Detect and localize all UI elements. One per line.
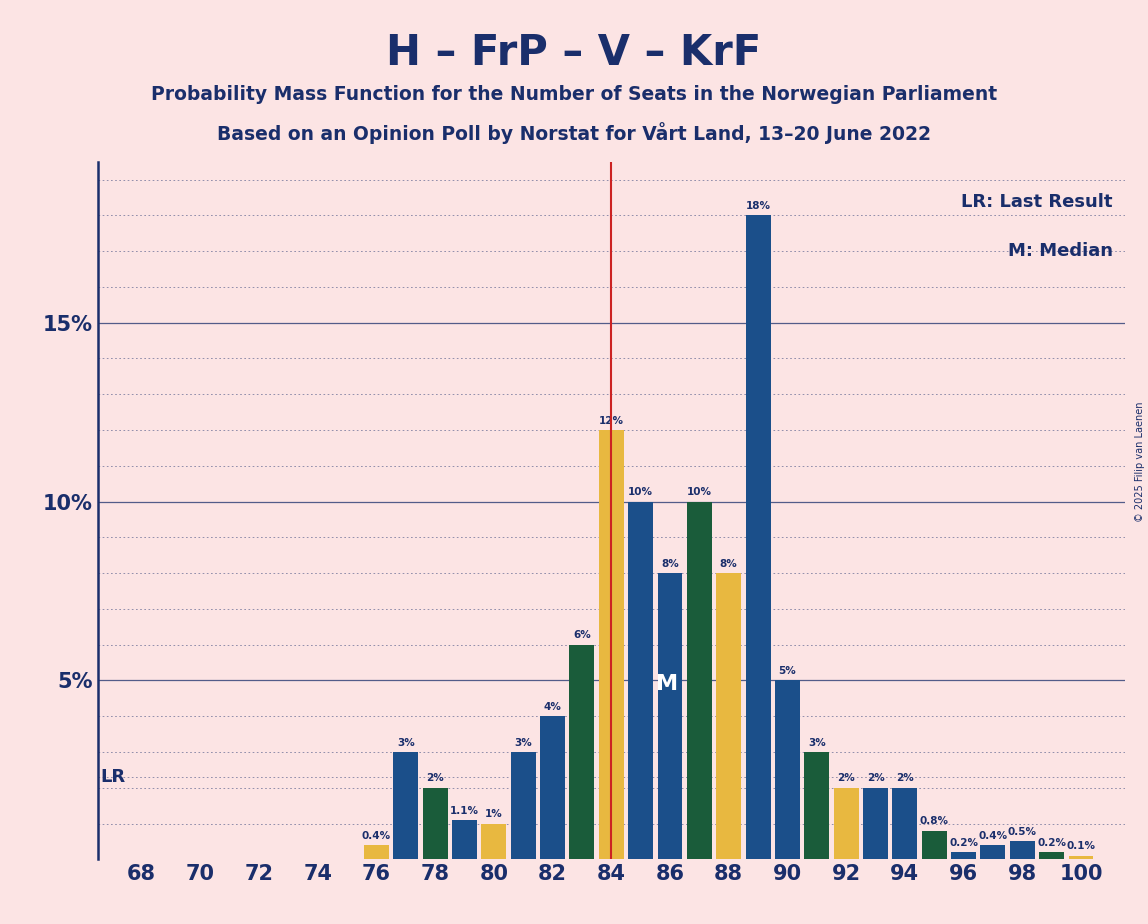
Bar [1039, 852, 1064, 859]
Text: 2%: 2% [895, 773, 914, 784]
Text: LR: LR [101, 768, 125, 786]
Bar [1069, 856, 1094, 859]
Text: 5%: 5% [778, 666, 797, 676]
Text: 18%: 18% [745, 201, 770, 211]
Bar [687, 502, 712, 859]
Text: Based on an Opinion Poll by Norstat for Vårt Land, 13–20 June 2022: Based on an Opinion Poll by Norstat for … [217, 122, 931, 144]
Bar [628, 502, 653, 859]
Text: 3%: 3% [514, 737, 533, 748]
Bar [1010, 842, 1034, 859]
Bar [658, 573, 683, 859]
Bar [422, 788, 448, 859]
Bar [481, 823, 506, 859]
Text: 12%: 12% [599, 416, 623, 426]
Text: 2%: 2% [426, 773, 444, 784]
Text: 10%: 10% [628, 487, 653, 497]
Text: 3%: 3% [397, 737, 414, 748]
Bar [511, 752, 536, 859]
Bar [863, 788, 889, 859]
Text: 10%: 10% [687, 487, 712, 497]
Text: 6%: 6% [573, 630, 591, 640]
Text: 8%: 8% [720, 559, 738, 569]
Bar [599, 430, 623, 859]
Text: 0.2%: 0.2% [949, 838, 978, 848]
Bar [833, 788, 859, 859]
Bar [716, 573, 742, 859]
Text: M: Median: M: Median [1008, 242, 1112, 260]
Text: LR: Last Result: LR: Last Result [961, 193, 1112, 211]
Bar [569, 645, 595, 859]
Bar [805, 752, 829, 859]
Bar [775, 680, 800, 859]
Text: Probability Mass Function for the Number of Seats in the Norwegian Parliament: Probability Mass Function for the Number… [150, 85, 998, 104]
Text: 1.1%: 1.1% [450, 806, 479, 816]
Text: © 2025 Filip van Laenen: © 2025 Filip van Laenen [1135, 402, 1145, 522]
Text: M: M [656, 674, 678, 694]
Bar [540, 716, 565, 859]
Bar [922, 831, 947, 859]
Text: 0.8%: 0.8% [920, 817, 948, 826]
Text: 1%: 1% [484, 809, 503, 820]
Bar [394, 752, 418, 859]
Text: 0.5%: 0.5% [1008, 827, 1037, 837]
Text: 0.1%: 0.1% [1066, 842, 1095, 851]
Text: 0.4%: 0.4% [362, 831, 391, 841]
Bar [892, 788, 917, 859]
Text: 2%: 2% [837, 773, 855, 784]
Bar [364, 845, 389, 859]
Text: 8%: 8% [661, 559, 678, 569]
Text: H – FrP – V – KrF: H – FrP – V – KrF [387, 32, 761, 74]
Bar [745, 215, 770, 859]
Bar [452, 820, 478, 859]
Bar [980, 845, 1006, 859]
Text: 2%: 2% [867, 773, 884, 784]
Text: 0.4%: 0.4% [978, 831, 1008, 841]
Text: 4%: 4% [544, 702, 561, 711]
Text: 0.2%: 0.2% [1037, 838, 1066, 848]
Bar [951, 852, 976, 859]
Text: 3%: 3% [808, 737, 825, 748]
